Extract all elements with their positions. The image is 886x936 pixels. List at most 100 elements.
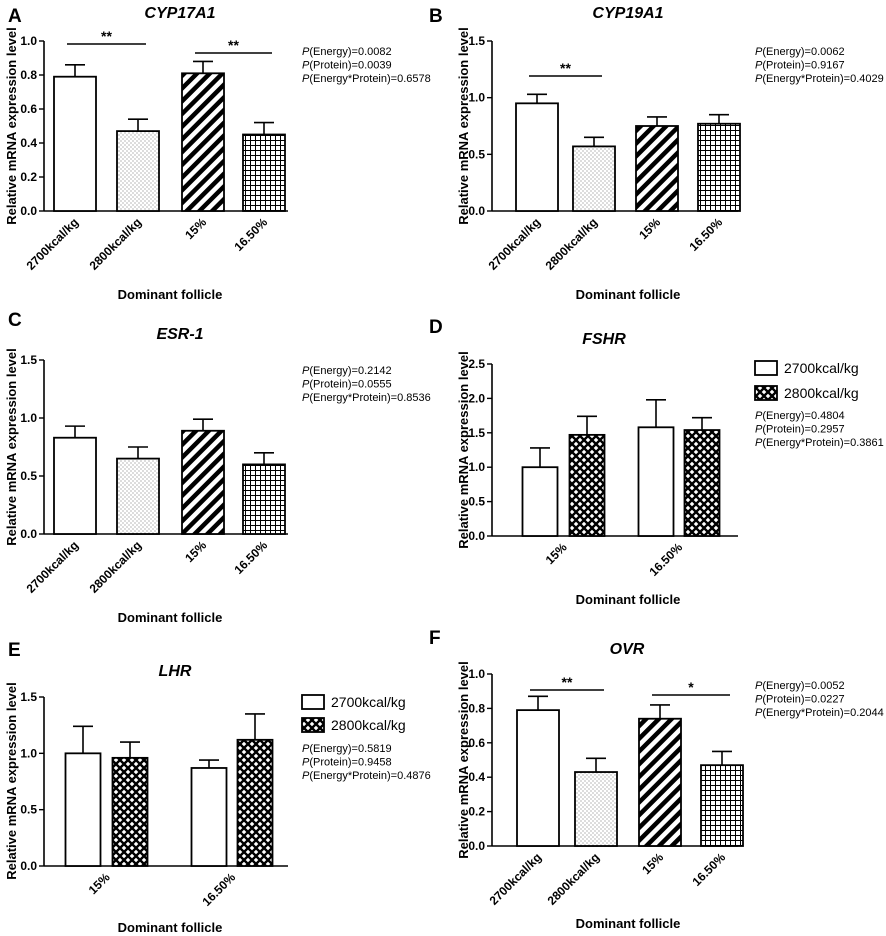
panel-d-ytick-label: 0.5 — [468, 495, 485, 509]
panel-f-pvalue-prefix: P — [755, 707, 763, 719]
panel-d-ylabel: Relative mRNA expression level — [456, 351, 471, 549]
panel-c-pvalue-prefix: P — [302, 379, 310, 391]
panel-c-pvalue-text: (Energy)=0.2142 — [309, 365, 391, 377]
panel-f-pvalue-text: (Energy)=0.0052 — [762, 680, 844, 692]
panel-c-xtick-label: 15% — [182, 538, 209, 565]
panel-f-ytick-label: 0.6 — [468, 736, 485, 750]
panel-d-bar-2-2 — [683, 429, 721, 537]
panel-d-legend-swatch-1 — [754, 360, 778, 376]
panel-f-ytick-label: 0.4 — [468, 770, 485, 784]
panel-a-ytick-label: 1.0 — [20, 34, 37, 48]
panel-e-legend-label-2: 2800kcal/kg — [331, 717, 406, 733]
panel-b-pvalue-text: (Protein)=0.9167 — [762, 60, 844, 72]
panel-d-pvalue-prefix: P — [755, 437, 763, 449]
panel-f-letter: F — [429, 628, 441, 649]
panel-c-xtick-label: 16.50% — [231, 538, 270, 577]
panel-b-pvalue-1: P(Energy)=0.0062 — [755, 46, 845, 58]
panel-a-pvalue-prefix: P — [302, 46, 310, 58]
panel-f-sig-label: * — [688, 679, 694, 695]
panel-a-ylabel: Relative mRNA expression level — [4, 27, 19, 225]
panel-a-pvalue-3: P(Energy*Protein)=0.6578 — [302, 73, 431, 85]
panel-d-pvalue-text: (Energy)=0.4804 — [762, 410, 844, 422]
panel-e-pvalue-prefix: P — [302, 743, 310, 755]
panel-e-ytick-label: 1.0 — [20, 746, 37, 760]
panel-a-pvalue-prefix: P — [302, 60, 310, 72]
panel-a-ytick-label: 0.4 — [20, 136, 37, 150]
panel-a-bar-3 — [181, 72, 225, 212]
panel-b-pvalue-text: (Energy)=0.0062 — [762, 46, 844, 58]
panel-d-ytick-label: 2.0 — [468, 391, 485, 405]
panel-c-bar-3 — [181, 429, 225, 535]
panel-c-pvalue-prefix: P — [302, 365, 310, 377]
panel-e-bar-2-1 — [111, 756, 149, 867]
panel-c-bar-1 — [53, 436, 97, 535]
panel-d-pvalue-text: (Protein)=0.2957 — [762, 424, 844, 436]
panel-d-legend-label-1: 2700kcal/kg — [784, 360, 859, 376]
panel-b-xtick-label: 2800kcal/kg — [543, 215, 601, 273]
panel-a-pvalue-text: (Energy)=0.0082 — [309, 46, 391, 58]
panel-a-xtick-label: 2800kcal/kg — [87, 215, 145, 273]
panel-d-pvalue-text: (Energy*Protein)=0.3861 — [762, 437, 883, 449]
panel-b-pvalue-prefix: P — [755, 46, 763, 58]
panel-e-pvalue-1: P(Energy)=0.5819 — [302, 743, 392, 755]
panel-f-bar-2 — [574, 771, 618, 847]
panel-e-ylabel: Relative mRNA expression level — [4, 682, 19, 880]
panel-d-pvalue-prefix: P — [755, 410, 763, 422]
panel-b-sig-label: ** — [560, 60, 571, 76]
panel-b-ytick-label: 0.5 — [468, 147, 485, 161]
panel-a-pvalue-text: (Energy*Protein)=0.6578 — [309, 73, 430, 85]
panel-f-title: OVR — [610, 641, 645, 658]
panel-a-pvalue-text: (Protein)=0.0039 — [309, 60, 391, 72]
panel-c-pvalue-prefix: P — [302, 392, 310, 404]
panel-b-bar-3 — [635, 125, 679, 212]
panel-c-bar-2 — [116, 457, 160, 535]
panel-e-letter: E — [8, 640, 21, 661]
panel-e-bar-1-2 — [190, 767, 228, 867]
panel-f-pvalue-prefix: P — [755, 694, 763, 706]
panel-d-xlabel: Dominant follicle — [576, 592, 681, 607]
panel-a-ytick-label: 0.2 — [20, 170, 37, 184]
panel-a-xtick-label: 16.50% — [231, 215, 270, 254]
panel-d-bar-1-2 — [637, 426, 675, 537]
panel-f-xtick-label: 15% — [639, 850, 666, 877]
panel-e-legend-swatch-2 — [301, 717, 325, 733]
panel-e-bar-2-2 — [236, 738, 274, 867]
panel-f-xtick-label: 2700kcal/kg — [487, 850, 545, 908]
panel-f-ytick-label: 0.8 — [468, 701, 485, 715]
panel-e-ytick-label: 1.5 — [20, 690, 37, 704]
panel-b-bar-1 — [515, 102, 559, 212]
panel-c-ytick-label: 0.0 — [20, 527, 37, 541]
panel-c-xlabel: Dominant follicle — [118, 610, 223, 625]
panel-c-title: ESR-1 — [156, 326, 203, 343]
panel-b-ytick-label: 1.0 — [468, 91, 485, 105]
panel-a-pvalue-1: P(Energy)=0.0082 — [302, 46, 392, 58]
panel-f-xtick-label: 16.50% — [689, 850, 728, 889]
panel-f-pvalue-1: P(Energy)=0.0052 — [755, 680, 845, 692]
panel-d-title: FSHR — [582, 331, 626, 348]
panel-b-pvalue-text: (Energy*Protein)=0.4029 — [762, 73, 883, 85]
panel-b-pvalue-3: P(Energy*Protein)=0.4029 — [755, 73, 884, 85]
panel-d-bar-1-1 — [521, 466, 559, 537]
panel-d-bar-2-1 — [568, 433, 606, 537]
panel-b-pvalue-2: P(Protein)=0.9167 — [755, 60, 845, 72]
panel-a-title: CYP17A1 — [144, 5, 215, 22]
panel-b-bar-2 — [572, 145, 616, 212]
panel-c-ytick-label: 1.0 — [20, 411, 37, 425]
panel-e-bar-1-1 — [64, 752, 102, 867]
panel-c-letter: C — [8, 310, 22, 331]
panel-a-ytick-label: 0.0 — [20, 204, 37, 218]
panel-d-pvalue-3: P(Energy*Protein)=0.3861 — [755, 437, 884, 449]
panel-f-pvalue-text: (Energy*Protein)=0.2044 — [762, 707, 883, 719]
panel-c-xtick-label: 2700kcal/kg — [24, 538, 82, 596]
panel-d-ytick-label: 1.5 — [468, 426, 485, 440]
panel-b-xtick-label: 15% — [636, 215, 663, 242]
panel-e-legend-label-1: 2700kcal/kg — [331, 694, 406, 710]
panel-a-xtick-label: 15% — [182, 215, 209, 242]
panel-c-bar-4 — [242, 463, 286, 535]
panel-a-bar-2 — [116, 130, 160, 212]
panel-a-xlabel: Dominant follicle — [118, 287, 223, 302]
